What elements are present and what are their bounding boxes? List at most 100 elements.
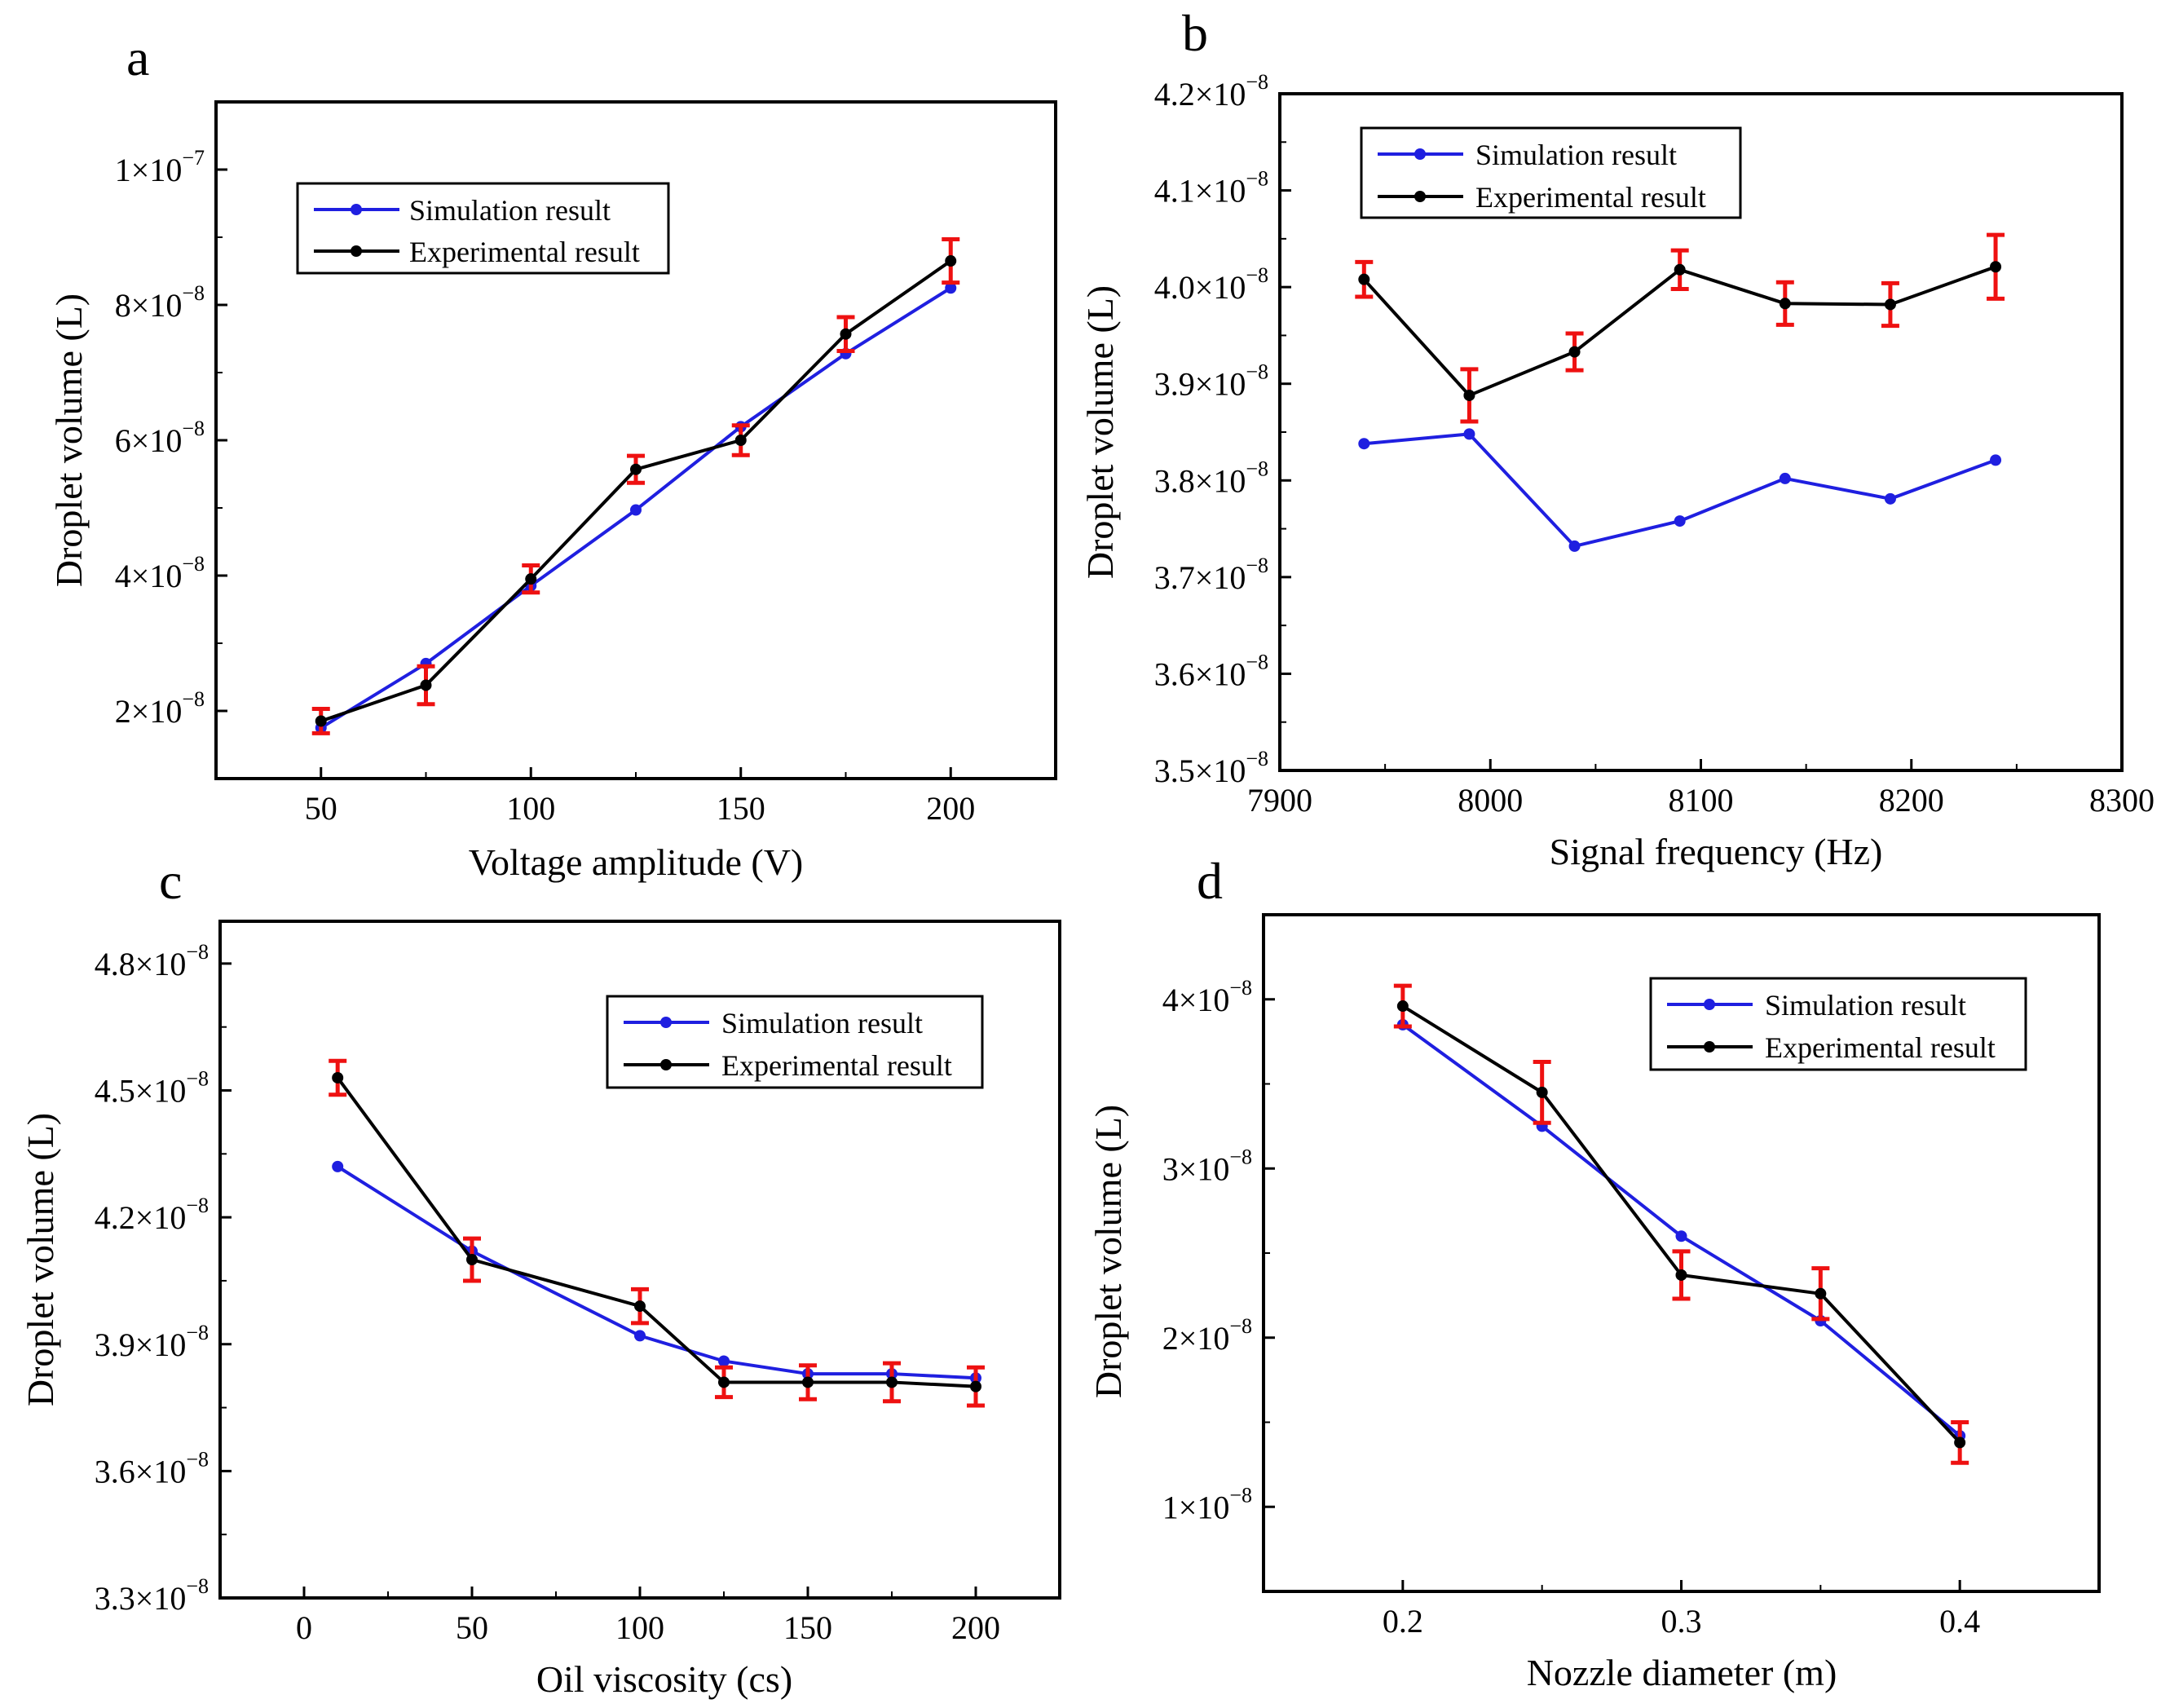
panel-b-legend-sim-marker xyxy=(1414,148,1426,160)
panel-b-y-tick-exponent: −8 xyxy=(1246,263,1268,287)
panel-c-x-tick-label: 100 xyxy=(615,1609,664,1646)
panel-a-y-tick-exponent: −8 xyxy=(182,552,205,576)
panel-d-experimental-point xyxy=(1815,1287,1827,1300)
panel-c-series xyxy=(329,1058,985,1408)
panel-b-y-tick-exponent: −8 xyxy=(1246,554,1268,577)
panel-d-series xyxy=(1393,983,1969,1465)
panel-b-legend-box xyxy=(1360,126,1742,219)
panel-b-ticks: 7900 8000 8100 8200 83003.5×10−83.6×10−83.7×… xyxy=(1154,70,2155,819)
panel-d-x-tick-label: 0.3 xyxy=(1661,1603,1702,1640)
panel-c-legend-exp-marker xyxy=(660,1059,672,1070)
panel-c-ticks: 0 50 100 150 2003.3×10−83.6×10−83.9×10−84.2×… xyxy=(95,940,1000,1646)
panel-a-x-axis-title: Voltage amplitude (V) xyxy=(469,841,804,883)
panel-c-x-tick-label: 150 xyxy=(783,1609,832,1646)
panel-a-y-tick-label: 1×10−7 xyxy=(115,146,205,188)
panel-c-simulation-line xyxy=(337,1165,977,1380)
panel-b-y-tick-mantissa: 3.9×10 xyxy=(1154,366,1246,403)
panel-c-y-tick-mantissa: 4.8×10 xyxy=(95,946,187,982)
panel-d-x-tick-label: 0.2 xyxy=(1383,1603,1423,1640)
panel-a-letter: a xyxy=(126,29,149,86)
panel-b-experimental-point xyxy=(1674,263,1686,276)
panel-c-y-tick-mantissa: 3.9×10 xyxy=(95,1326,187,1363)
panel-c-y-tick-exponent: −8 xyxy=(186,1194,209,1217)
panel-a-y-tick-mantissa: 8×10 xyxy=(115,287,183,324)
panel-b-y-tick-label: 4.0×10−8 xyxy=(1154,263,1268,306)
panel-c-legend-box xyxy=(606,995,984,1089)
panel-b-experimental-point xyxy=(1463,389,1475,401)
panel-b-y-tick-mantissa: 4.0×10 xyxy=(1154,269,1246,306)
panel-c-legend: Simulation result Experimental result xyxy=(606,995,984,1089)
panel-b-y-tick-mantissa: 4.2×10 xyxy=(1154,76,1246,113)
panel-b-experimental-point xyxy=(1779,298,1791,310)
panel-c-y-tick-mantissa: 3.6×10 xyxy=(95,1453,187,1490)
panel-d-legend-exp-label: Experimental result xyxy=(1765,1031,1996,1064)
panel-c-legend-sim-label: Simulation result xyxy=(721,1007,923,1039)
panel-b-x-axis-title: Signal frequency (Hz) xyxy=(1550,831,1883,872)
panel-a-y-tick-exponent: −8 xyxy=(182,281,205,305)
panel-b-simulation-point xyxy=(1463,428,1475,440)
panel-d-y-tick-label: 1×10−8 xyxy=(1162,1483,1252,1525)
panel-a-legend: Simulation result Experimental result xyxy=(296,182,670,275)
panel-a-simulation-point xyxy=(945,282,957,294)
panel-a-y-tick-exponent: −8 xyxy=(182,687,205,711)
panel-b-x-tick-label: 8200 xyxy=(1879,782,1944,819)
panel-c-y-tick-mantissa: 4.5×10 xyxy=(95,1073,187,1110)
panel-a-simulation-point xyxy=(630,504,642,516)
panel-d-legend-sim-label: Simulation result xyxy=(1765,989,1966,1022)
panel-c-experimental-point xyxy=(886,1376,898,1388)
panel-d-experimental-point xyxy=(1675,1269,1687,1281)
panel-b-simulation-point xyxy=(1674,515,1686,527)
panel-b-y-tick-label: 3.5×10−8 xyxy=(1154,747,1268,789)
panel-b-simulation-line xyxy=(1364,432,1996,548)
panel-d-experimental-point xyxy=(1536,1086,1548,1098)
panel-c-x-axis-title: Oil viscosity (cs) xyxy=(536,1658,792,1700)
panel-b-x-tick-label: 8300 xyxy=(2089,782,2155,819)
panel-d-y-tick-mantissa: 1×10 xyxy=(1162,1489,1230,1525)
panel-d-y-tick-mantissa: 2×10 xyxy=(1162,1320,1230,1357)
panel-d-legend-box xyxy=(1649,977,2027,1071)
panel-c-y-tick-exponent: −8 xyxy=(186,1321,209,1344)
panel-d-ticks: 0.2 0.3 0.41×10−82×10−83×10−84×10−8 xyxy=(1162,976,1980,1640)
panel-d-experimental-line xyxy=(1401,1004,1961,1444)
panel-a-ticks: 50 100 150 2002×10−84×10−86×10−88×10−81×10−… xyxy=(115,146,975,827)
panel-c-simulation-point xyxy=(718,1355,730,1367)
panel-c-experimental-point xyxy=(332,1071,344,1083)
panel-d: d 0.2 0.3 0.41×10−82×10−83×10−84×10−8 Simu… xyxy=(1087,852,2101,1693)
panel-a-experimental-point xyxy=(315,715,327,727)
panel-c-y-tick-mantissa: 4.2×10 xyxy=(95,1199,187,1236)
panel-b-y-tick-mantissa: 4.1×10 xyxy=(1154,173,1246,210)
panel-a-y-tick-label: 2×10−8 xyxy=(115,687,205,730)
panel-a-legend-sim-marker xyxy=(351,204,362,215)
panel-c-y-tick-mantissa: 3.3×10 xyxy=(95,1580,187,1617)
panel-b-y-tick-exponent: −8 xyxy=(1246,70,1268,94)
panel-b-y-tick-label: 3.8×10−8 xyxy=(1154,457,1268,499)
panel-a-y-axis-title: Droplet volume (L) xyxy=(48,293,90,587)
panel-c-y-tick-exponent: −8 xyxy=(186,1574,209,1598)
panel-b-experimental-point xyxy=(1990,261,2002,273)
panel-b-experimental-point xyxy=(1568,346,1581,358)
panel-a-y-tick-label: 8×10−8 xyxy=(115,281,205,324)
panel-b-simulation-point xyxy=(1990,454,2002,466)
panel-a-experimental-point xyxy=(945,255,957,267)
panel-a-y-tick-exponent: −8 xyxy=(182,417,205,440)
panel-b-series xyxy=(1355,232,2005,552)
panel-c-y-tick-label: 4.8×10−8 xyxy=(95,940,209,982)
panel-d-x-axis-title: Nozzle diameter (m) xyxy=(1527,1652,1837,1693)
panel-a-legend-exp-marker xyxy=(351,245,362,257)
panel-b-y-tick-mantissa: 3.8×10 xyxy=(1154,462,1246,499)
panel-d-y-tick-exponent: −8 xyxy=(1229,1483,1252,1507)
panel-b-y-tick-exponent: −8 xyxy=(1246,650,1268,673)
panel-b-y-tick-exponent: −8 xyxy=(1246,360,1268,384)
panel-a-x-tick-label: 50 xyxy=(305,790,337,827)
panel-b-y-tick-mantissa: 3.6×10 xyxy=(1154,655,1246,692)
panel-b-x-tick-label: 8000 xyxy=(1458,782,1523,819)
panel-c-letter: c xyxy=(159,852,182,910)
panel-b-y-tick-exponent: −8 xyxy=(1246,457,1268,480)
panel-a: a 50 100 150 2002×10−84×10−86×10−88×10−81×1… xyxy=(48,29,1057,883)
panel-c-x-tick-label: 50 xyxy=(456,1609,488,1646)
panel-c-y-tick-label: 3.9×10−8 xyxy=(95,1321,209,1363)
panel-d-y-tick-label: 3×10−8 xyxy=(1162,1145,1252,1187)
panel-a-experimental-point xyxy=(734,435,747,446)
panel-c-experimental-point xyxy=(634,1300,646,1313)
panel-d-y-tick-exponent: −8 xyxy=(1229,976,1252,1000)
